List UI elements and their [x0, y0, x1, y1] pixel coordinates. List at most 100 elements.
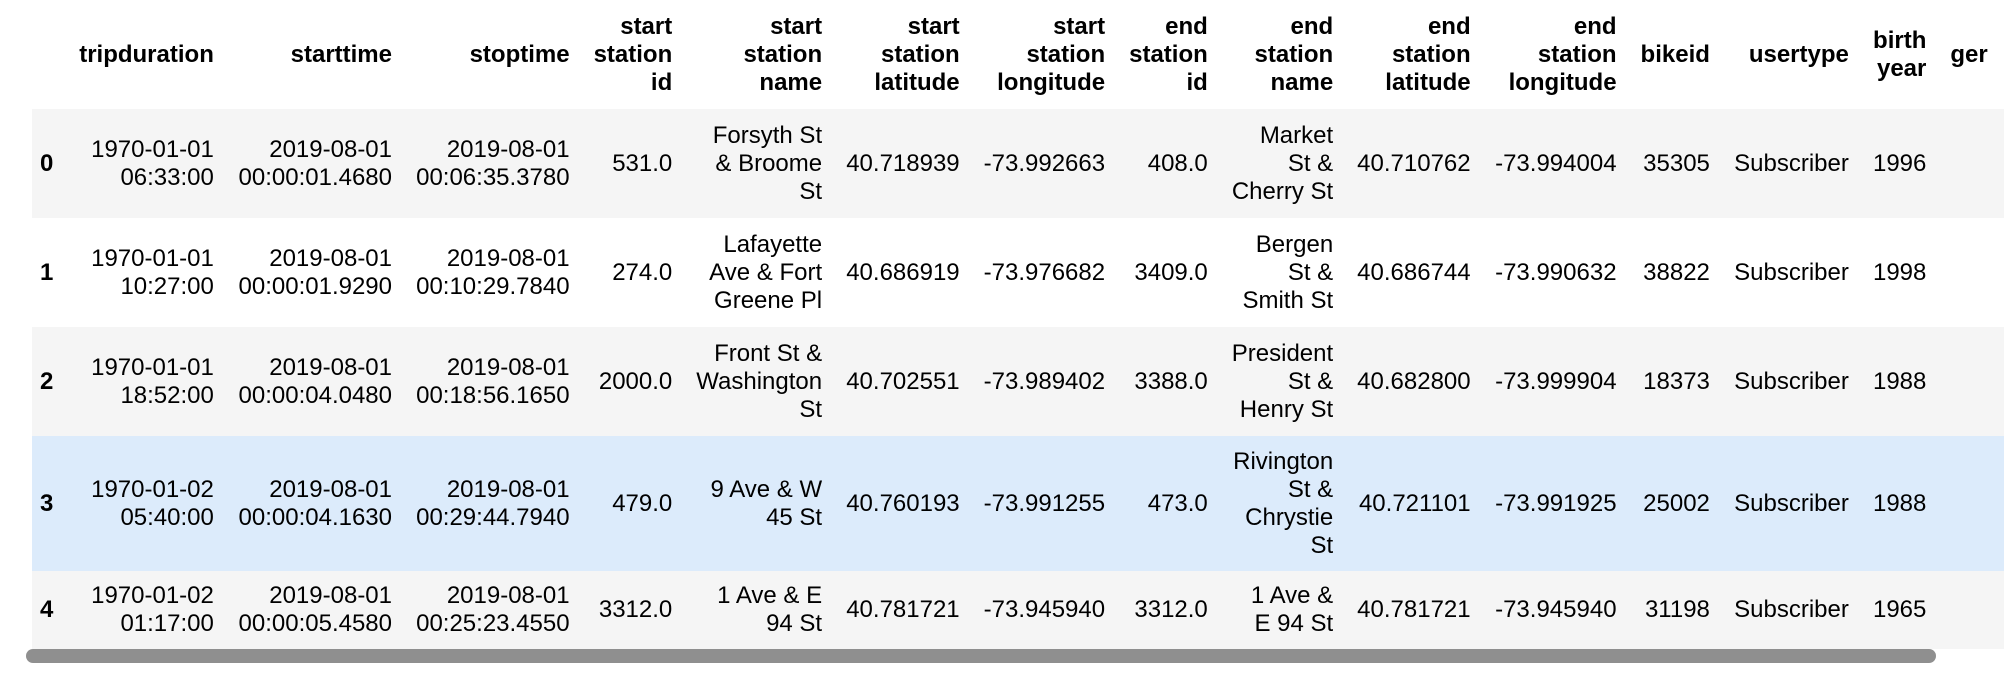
col-header-end-station-id: end station id [1129, 12, 1208, 96]
cell-end-station-latitude: 40.781721 [1357, 596, 1471, 623]
cell-start-station-name: Front St & Washington St [696, 339, 823, 423]
cell-stoptime: 2019-08-01 00:29:44.7940 [416, 475, 570, 531]
cell-gender [1938, 218, 2004, 327]
cell-bikeid: 31198 [1644, 596, 1710, 623]
col-header-start-station-latitude: start station latitude [874, 12, 960, 96]
row-index: 3 [40, 489, 54, 517]
col-header-end-station-name: end station name [1254, 12, 1334, 96]
row-index: 0 [40, 149, 54, 177]
cell-end-station-latitude: 40.710762 [1357, 149, 1471, 177]
col-header-start-station-id: start station id [593, 12, 673, 96]
cell-start-station-id: 531.0 [612, 149, 673, 177]
cell-end-station-name: President St & Henry St [1231, 339, 1334, 423]
cell-end-station-longitude: -73.990632 [1495, 258, 1617, 286]
cell-start-station-longitude: -73.976682 [983, 258, 1106, 286]
cell-starttime: 2019-08-01 00:00:04.0480 [238, 353, 392, 409]
col-header-gender-truncated: ger [1950, 40, 1988, 68]
cell-start-station-latitude: 40.686919 [846, 258, 960, 286]
cell-end-station-latitude: 40.682800 [1357, 367, 1471, 395]
cell-stoptime: 2019-08-01 00:25:23.4550 [416, 582, 570, 637]
cell-bikeid: 38822 [1643, 258, 1710, 286]
row-index: 4 [40, 596, 54, 623]
col-header-start-station-name: start station name [743, 12, 823, 96]
cell-start-station-longitude: -73.991255 [983, 489, 1106, 517]
cell-end-station-longitude: -73.991925 [1495, 489, 1617, 517]
cell-end-station-latitude: 40.686744 [1357, 258, 1471, 286]
table-row: 3 1970-01-02 05:40:00 2019-08-01 00:00:04.16… [32, 436, 2004, 571]
col-header-tripduration: tripduration [79, 40, 214, 68]
col-header-stoptime: stoptime [469, 40, 570, 68]
cell-gender [1938, 109, 2004, 218]
col-header-birth-year: birth year [1873, 26, 1927, 82]
table-row: 2 1970-01-01 18:52:00 2019-08-01 00:00:04.04… [32, 327, 2004, 436]
cell-start-station-id: 274.0 [612, 258, 673, 286]
table-row: 0 1970-01-01 06:33:00 2019-08-01 00:00:01.46… [32, 109, 2004, 218]
cell-starttime: 2019-08-01 00:00:01.9290 [238, 244, 392, 300]
row-index: 1 [40, 258, 54, 286]
cell-starttime: 2019-08-01 00:00:05.4580 [238, 582, 392, 637]
cell-end-station-id: 408.0 [1147, 149, 1208, 177]
cell-start-station-id: 3312.0 [598, 596, 673, 623]
table-body: 0 1970-01-01 06:33:00 2019-08-01 00:00:01.46… [32, 109, 2004, 649]
horizontal-scrollbar-thumb[interactable] [26, 649, 1936, 663]
col-header-starttime: starttime [290, 40, 392, 68]
cell-end-station-id: 3409.0 [1134, 258, 1208, 286]
cell-usertype: Subscriber [1734, 258, 1849, 286]
row-index: 2 [40, 367, 54, 395]
col-header-start-station-longitude: start station longitude [997, 12, 1106, 96]
cell-end-station-name: Bergen St & Smith St [1242, 230, 1334, 314]
table-row: 1 1970-01-01 10:27:00 2019-08-01 00:00:01.92… [32, 218, 2004, 327]
cell-usertype: Subscriber [1734, 367, 1849, 395]
cell-start-station-latitude: 40.760193 [846, 489, 960, 517]
cell-usertype: Subscriber [1734, 596, 1849, 623]
cell-end-station-name: Rivington St & Chrystie St [1233, 447, 1334, 559]
cell-stoptime: 2019-08-01 00:18:56.1650 [416, 353, 570, 409]
cell-start-station-name: 1 Ave & E 94 St [717, 582, 823, 637]
cell-end-station-longitude: -73.994004 [1495, 149, 1617, 177]
cell-usertype: Subscriber [1734, 149, 1849, 177]
col-header-end-station-longitude: end station longitude [1508, 12, 1617, 96]
cell-birth-year: 1988 [1872, 367, 1927, 395]
cell-birth-year: 1988 [1872, 489, 1927, 517]
dataframe-table: tripduration starttime stoptime start sta… [32, 0, 2004, 649]
cell-usertype: Subscriber [1734, 489, 1849, 517]
cell-end-station-id: 3312.0 [1134, 596, 1208, 623]
index-header [32, 0, 61, 109]
cell-end-station-longitude: -73.999904 [1495, 367, 1617, 395]
cell-birth-year: 1998 [1872, 258, 1927, 286]
cell-start-station-name: Lafayette Ave & Fort Greene Pl [709, 230, 823, 314]
cell-start-station-id: 479.0 [612, 489, 673, 517]
cell-start-station-longitude: -73.989402 [983, 367, 1106, 395]
horizontal-scrollbar[interactable] [26, 649, 2004, 663]
cell-tripduration: 1970-01-01 10:27:00 [91, 244, 214, 300]
cell-start-station-latitude: 40.781721 [846, 596, 960, 623]
cell-start-station-latitude: 40.702551 [846, 367, 960, 395]
cell-birth-year: 1965 [1872, 596, 1927, 623]
cell-end-station-id: 473.0 [1147, 489, 1208, 517]
table-row: 4 1970-01-02 01:17:00 2019-08-01 00:00:05.45… [32, 571, 2004, 649]
cell-end-station-name: Market St & Cherry St [1231, 121, 1334, 205]
cell-end-station-latitude: 40.721101 [1358, 489, 1471, 517]
col-header-bikeid: bikeid [1640, 40, 1710, 68]
cell-tripduration: 1970-01-02 01:17:00 [91, 582, 214, 637]
col-header-usertype: usertype [1748, 40, 1849, 68]
cell-end-station-longitude: -73.945940 [1495, 596, 1617, 623]
cell-tripduration: 1970-01-01 18:52:00 [91, 353, 214, 409]
cell-start-station-name: Forsyth St & Broome St [712, 121, 823, 205]
cell-bikeid: 25002 [1643, 489, 1710, 517]
cell-tripduration: 1970-01-01 06:33:00 [91, 135, 214, 191]
cell-tripduration: 1970-01-02 05:40:00 [91, 475, 214, 531]
cell-start-station-longitude: -73.992663 [983, 149, 1106, 177]
cell-start-station-id: 2000.0 [598, 367, 673, 395]
header-row: tripduration starttime stoptime start sta… [32, 0, 2004, 109]
cell-stoptime: 2019-08-01 00:10:29.7840 [416, 244, 570, 300]
cell-bikeid: 18373 [1643, 367, 1710, 395]
cell-starttime: 2019-08-01 00:00:04.1630 [238, 475, 392, 531]
cell-bikeid: 35305 [1643, 149, 1710, 177]
cell-end-station-id: 3388.0 [1134, 367, 1208, 395]
cell-start-station-name: 9 Ave & W 45 St [710, 475, 823, 531]
cell-stoptime: 2019-08-01 00:06:35.3780 [416, 135, 570, 191]
cell-gender [1938, 327, 2004, 436]
col-header-end-station-latitude: end station latitude [1385, 12, 1471, 96]
